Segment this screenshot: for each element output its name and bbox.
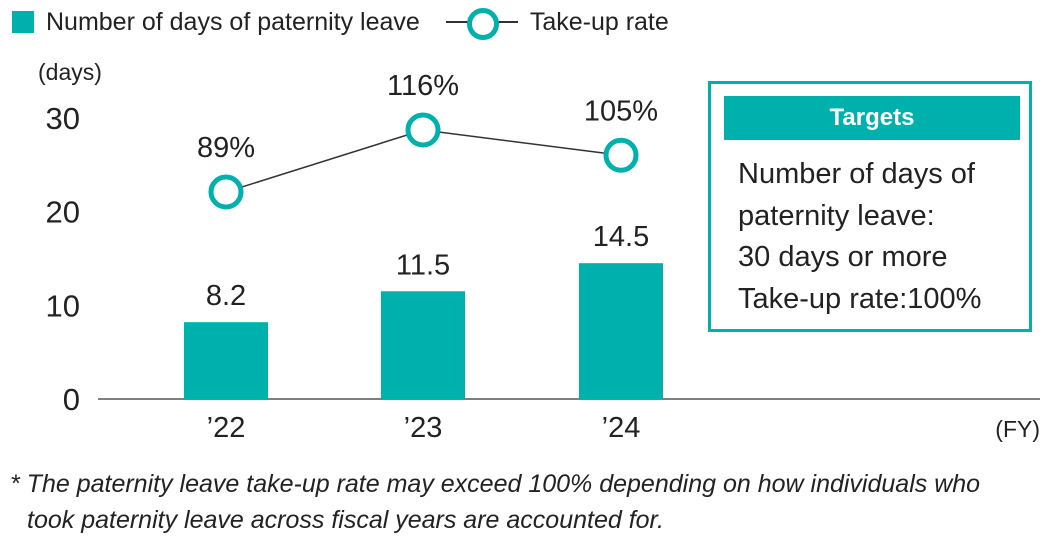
take-up-rate-marker <box>405 112 441 148</box>
x-tick-label: ’24 <box>602 412 641 444</box>
take-up-rate-marker <box>603 137 639 173</box>
bar-value-label: 11.5 <box>396 249 450 281</box>
targets-line: Number of days of <box>738 158 975 190</box>
targets-line: paternity leave: <box>738 199 935 232</box>
chart-legend: Number of days of paternity leave Take-u… <box>12 4 669 40</box>
legend-line-marker <box>445 4 518 40</box>
x-axis-unit-label: (FY) <box>995 416 1040 442</box>
take-up-rate-marker <box>208 174 244 210</box>
take-up-rate-label: 105% <box>584 95 658 127</box>
paternity-leave-chart: (days) 0 10 20 30 8.2 11.5 14.5 ’22 ’23 ’24 (FY) 89%… <box>38 59 1040 444</box>
y-tick-label: 30 <box>46 101 80 136</box>
footnote-line: * The paternity leave take-up rate may e… <box>10 470 981 498</box>
targets-body: Number of days of paternity leave: 30 da… <box>738 154 981 320</box>
legend-bar-swatch <box>12 11 34 33</box>
targets-title: Targets <box>724 96 1020 140</box>
x-tick-label: ’23 <box>404 412 443 444</box>
take-up-rate-label: 116% <box>387 70 459 102</box>
y-axis-label: (days) <box>38 59 102 85</box>
bar <box>579 263 663 399</box>
bar <box>381 291 465 399</box>
y-tick-label: 10 <box>46 288 80 323</box>
targets-line: Take-up rate:100% <box>738 282 982 315</box>
legend-line-label: Take-up rate <box>529 7 669 36</box>
bar-value-label: 14.5 <box>593 221 649 253</box>
targets-line: 30 days or more <box>738 241 948 273</box>
take-up-rate-label: 89% <box>197 132 255 164</box>
x-tick-label: ’22 <box>207 412 246 444</box>
legend-bar-label: Number of days of paternity leave <box>46 7 420 36</box>
y-tick-label: 0 <box>63 382 80 417</box>
footnote: * The paternity leave take-up rate may e… <box>10 466 1045 538</box>
y-tick-label: 20 <box>46 195 80 230</box>
footnote-line: took paternity leave across fiscal years… <box>27 506 664 534</box>
bar-value-label: 8.2 <box>206 280 246 312</box>
bar <box>184 322 268 399</box>
targets-box: Targets Number of days of paternity leav… <box>708 81 1032 332</box>
